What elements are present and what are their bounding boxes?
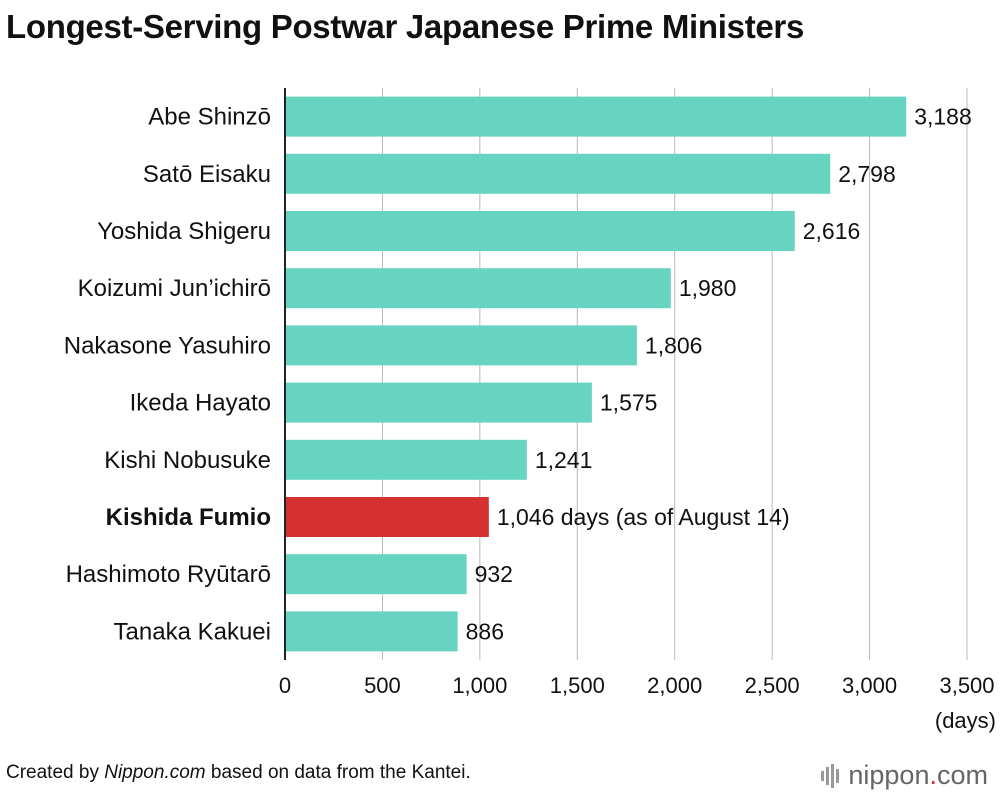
value-label: 1,575 — [600, 390, 658, 416]
x-tick-label: 500 — [364, 673, 401, 698]
x-tick-label: 2,500 — [745, 673, 800, 698]
x-tick-label: 1,000 — [452, 673, 507, 698]
bar — [285, 439, 527, 480]
category-label: Yoshida Shigeru — [97, 218, 271, 245]
value-label: 2,616 — [803, 218, 861, 244]
chart-title: Longest-Serving Postwar Japanese Prime M… — [6, 8, 805, 45]
category-label: Tanaka Kakuei — [114, 618, 271, 645]
bar — [285, 211, 795, 251]
logo-text-com: com — [936, 760, 988, 790]
value-label: 1,241 — [535, 447, 593, 473]
value-label: 3,188 — [914, 104, 972, 130]
value-label: 1,980 — [679, 275, 737, 301]
bar — [285, 153, 831, 194]
x-axis-unit-label: (days) — [935, 708, 996, 733]
logo-mark-icon — [821, 763, 840, 788]
x-tick-label: 3,000 — [842, 673, 897, 698]
bar — [285, 497, 489, 537]
value-label: 2,798 — [838, 161, 896, 187]
x-tick-label: 3,500 — [939, 673, 994, 698]
bar — [285, 554, 467, 595]
bar — [285, 611, 458, 652]
source-suffix: based on data from the Kantei. — [205, 762, 471, 783]
bar — [285, 382, 592, 423]
bar-chart: Abe Shinzō 3,188 Satō Eisaku 2,798 Yoshida S… — [64, 88, 996, 733]
source-note: Created by Nippon.com based on data from… — [6, 762, 471, 784]
category-label: Koizumi Jun’ichirō — [78, 275, 271, 302]
value-label: 1,806 — [645, 332, 703, 358]
nippon-logo: nippon. com — [820, 760, 988, 791]
bar — [285, 268, 671, 309]
category-label: Satō Eisaku — [143, 161, 271, 188]
logo-text-nippon: nippon — [848, 760, 930, 790]
value-label: 932 — [475, 561, 513, 587]
bar — [285, 325, 637, 366]
category-label: Nakasone Yasuhiro — [64, 332, 271, 359]
source-site: Nippon.com — [104, 762, 206, 783]
x-tick-label: 0 — [279, 673, 291, 698]
category-label: Hashimoto Ryūtarō — [66, 561, 271, 588]
value-label: 886 — [466, 618, 504, 644]
x-tick-label: 1,500 — [550, 673, 605, 698]
logo-dot: . — [929, 760, 937, 790]
category-label: Kishida Fumio — [106, 504, 271, 531]
value-label: 1,046 days (as of August 14) — [497, 504, 790, 530]
category-label: Abe Shinzō — [148, 104, 271, 131]
category-label: Ikeda Hayato — [130, 390, 271, 417]
source-prefix: Created by — [6, 762, 105, 783]
bar — [285, 96, 907, 137]
category-label: Kishi Nobusuke — [104, 447, 271, 474]
x-tick-label: 2,000 — [647, 673, 702, 698]
